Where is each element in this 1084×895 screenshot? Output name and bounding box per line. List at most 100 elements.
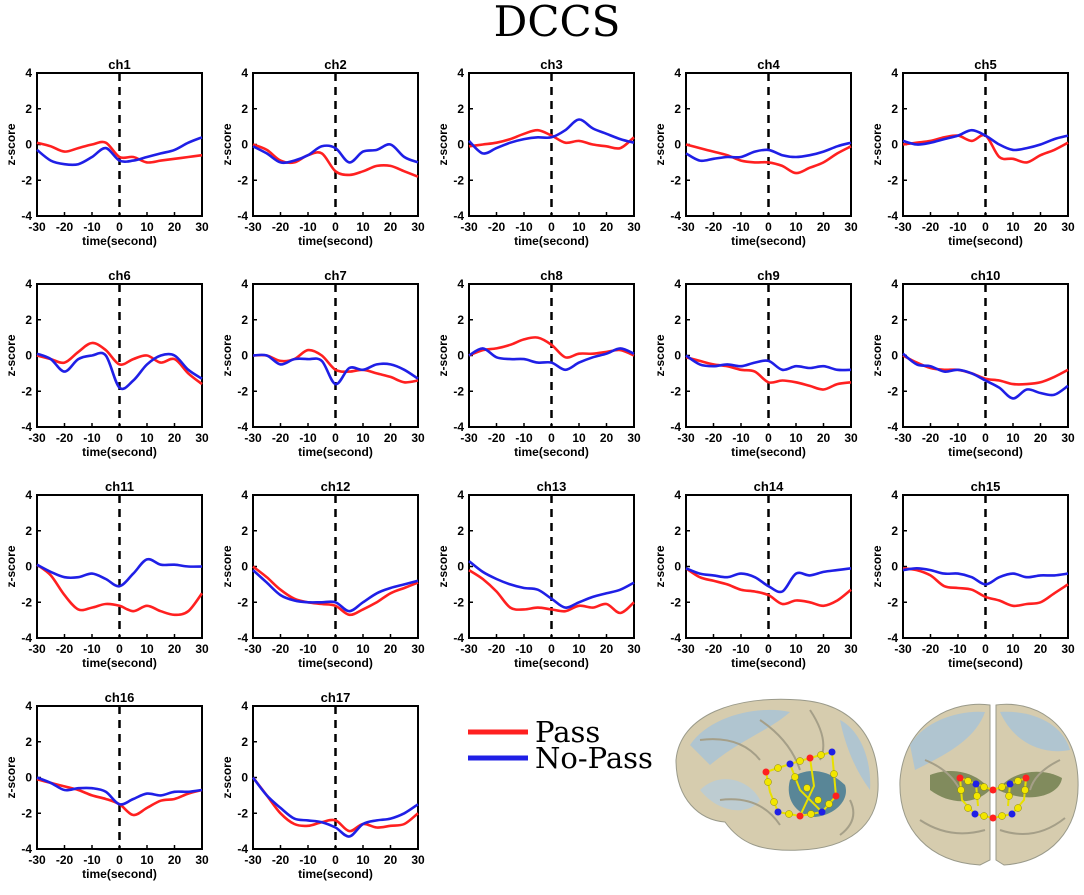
x-tick-label: -10 bbox=[299, 642, 317, 656]
x-tick-label: 0 bbox=[332, 431, 339, 445]
y-tick-label: -4 bbox=[887, 420, 898, 434]
subplot-title: ch15 bbox=[971, 479, 1001, 494]
x-tick-label: -30 bbox=[677, 431, 695, 445]
x-tick-label: 30 bbox=[627, 220, 641, 234]
y-tick-label: 4 bbox=[241, 277, 248, 291]
y-axis-label: z-score bbox=[220, 123, 234, 165]
y-tick-label: -2 bbox=[21, 173, 32, 187]
y-tick-label: -2 bbox=[453, 384, 464, 398]
x-tick-label: 0 bbox=[765, 642, 772, 656]
series-no-pass bbox=[36, 136, 203, 167]
subplot-ch9: -30 -20 -10 0 10 20 30-4-2024ch9time(second)z-… bbox=[653, 268, 858, 459]
subplot-ch12: -30 -20 -10 0 10 20 30-4-2024ch12time(second)z… bbox=[220, 479, 425, 670]
y-tick-label: -4 bbox=[670, 420, 681, 434]
brain-lateral-view bbox=[675, 698, 879, 851]
subplot-title: ch9 bbox=[757, 268, 779, 283]
subplot-title: ch14 bbox=[754, 479, 784, 494]
subplot-ch4: -30 -20 -10 0 10 20 30-4-2024ch4time(second)z-… bbox=[653, 57, 858, 248]
y-tick-label: 4 bbox=[674, 66, 681, 80]
y-tick-label: -4 bbox=[887, 631, 898, 645]
subplot-ch11: -30 -20 -10 0 10 20 30-4-2024ch11time(second)z… bbox=[4, 479, 209, 670]
x-tick-label: -20 bbox=[488, 220, 506, 234]
x-tick-label: 0 bbox=[548, 431, 555, 445]
x-tick-label: 20 bbox=[168, 642, 182, 656]
x-tick-label: 20 bbox=[1034, 642, 1048, 656]
x-axis-label: time(second) bbox=[948, 656, 1023, 670]
x-tick-label: 30 bbox=[844, 220, 858, 234]
y-tick-label: -2 bbox=[453, 173, 464, 187]
x-axis-label: time(second) bbox=[82, 656, 157, 670]
x-tick-label: -30 bbox=[28, 431, 46, 445]
x-tick-label: -30 bbox=[28, 220, 46, 234]
y-tick-label: 4 bbox=[241, 66, 248, 80]
x-tick-label: -30 bbox=[677, 220, 695, 234]
x-axis-label: time(second) bbox=[82, 445, 157, 459]
x-tick-label: -20 bbox=[56, 853, 74, 867]
y-tick-label: 4 bbox=[891, 488, 898, 502]
y-tick-label: 0 bbox=[241, 349, 248, 363]
x-tick-label: 10 bbox=[789, 642, 803, 656]
x-tick-label: 20 bbox=[817, 642, 831, 656]
subplot-title: ch13 bbox=[537, 479, 567, 494]
y-tick-label: 0 bbox=[891, 349, 898, 363]
y-axis-label: z-score bbox=[4, 123, 18, 165]
x-axis-label: time(second) bbox=[298, 867, 373, 881]
x-tick-label: 10 bbox=[1006, 642, 1020, 656]
y-tick-label: 2 bbox=[241, 735, 248, 749]
x-tick-label: -20 bbox=[488, 642, 506, 656]
figure-title: DCCS bbox=[494, 0, 621, 46]
x-tick-label: 0 bbox=[982, 220, 989, 234]
subplot-title: ch17 bbox=[321, 690, 351, 705]
subplot-ch15: -30 -20 -10 0 10 20 30-4-2024ch15time(second)z… bbox=[870, 479, 1075, 670]
x-tick-label: 10 bbox=[140, 431, 154, 445]
y-tick-label: 4 bbox=[674, 277, 681, 291]
x-tick-label: 20 bbox=[384, 220, 398, 234]
series-no-pass bbox=[251, 776, 419, 838]
y-tick-label: 0 bbox=[241, 771, 248, 785]
y-tick-label: 2 bbox=[891, 524, 898, 538]
y-tick-label: 2 bbox=[241, 313, 248, 327]
y-tick-label: 2 bbox=[25, 313, 32, 327]
y-tick-label: 2 bbox=[457, 524, 464, 538]
y-tick-label: 4 bbox=[241, 699, 248, 713]
y-tick-label: 0 bbox=[25, 771, 32, 785]
y-tick-label: 4 bbox=[241, 488, 248, 502]
y-tick-label: -2 bbox=[670, 595, 681, 609]
y-tick-label: 4 bbox=[457, 277, 464, 291]
x-axis-label: time(second) bbox=[298, 445, 373, 459]
x-tick-label: 20 bbox=[817, 220, 831, 234]
x-tick-label: 0 bbox=[332, 220, 339, 234]
y-tick-label: 0 bbox=[891, 138, 898, 152]
subplot-ch16: -30 -20 -10 0 10 20 30-4-2024ch16time(second)z… bbox=[4, 690, 209, 881]
y-axis-label: z-score bbox=[436, 545, 450, 587]
y-axis-label: z-score bbox=[870, 123, 884, 165]
y-tick-label: 0 bbox=[891, 560, 898, 574]
x-tick-label: 30 bbox=[411, 853, 425, 867]
subplot-title: ch1 bbox=[108, 57, 130, 72]
x-tick-label: 20 bbox=[384, 431, 398, 445]
series-no-pass bbox=[252, 569, 419, 613]
x-tick-label: 0 bbox=[332, 642, 339, 656]
x-tick-label: 10 bbox=[1006, 220, 1020, 234]
x-axis-label: time(second) bbox=[82, 867, 157, 881]
subplot-ch10: -30 -20 -10 0 10 20 30-4-2024ch10time(second)z… bbox=[870, 268, 1075, 459]
x-tick-label: -30 bbox=[460, 431, 478, 445]
x-tick-label: 10 bbox=[356, 431, 370, 445]
series-pass bbox=[36, 341, 203, 386]
y-tick-label: -2 bbox=[237, 806, 248, 820]
subplot-ch17: -30 -20 -10 0 10 20 30-4-2024ch17time(second)z… bbox=[220, 690, 425, 881]
subplot-grid: -30 -20 -10 0 10 20 30-4-2024ch1time(second)z-… bbox=[4, 57, 1075, 881]
subplot-title: ch16 bbox=[105, 690, 135, 705]
y-tick-label: 2 bbox=[674, 102, 681, 116]
y-tick-label: 0 bbox=[457, 560, 464, 574]
subplot-ch14: -30 -20 -10 0 10 20 30-4-2024ch14time(second)z… bbox=[653, 479, 858, 670]
y-tick-label: 4 bbox=[457, 66, 464, 80]
x-tick-label: 10 bbox=[789, 431, 803, 445]
x-tick-label: -20 bbox=[56, 642, 74, 656]
y-tick-label: 4 bbox=[674, 488, 681, 502]
y-tick-label: -2 bbox=[21, 595, 32, 609]
x-tick-label: -30 bbox=[894, 220, 912, 234]
x-tick-label: 30 bbox=[844, 431, 858, 445]
x-tick-label: 0 bbox=[982, 642, 989, 656]
x-tick-label: 30 bbox=[411, 220, 425, 234]
